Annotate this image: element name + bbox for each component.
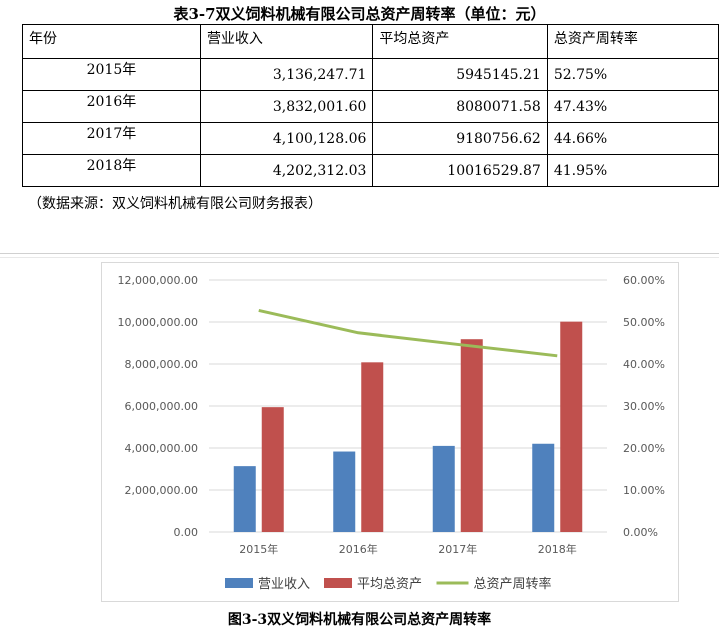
cell-turnover: 47.43% — [546, 90, 719, 123]
bar-avg-assets — [460, 339, 483, 532]
header-turnover: 总资产周转率 — [546, 24, 719, 59]
table-row: 2018年 4,202,312.03 10016529.87 41.95% — [22, 154, 719, 187]
table-title: 表3-7双义饲料机械有限公司总资产周转率（单位：元） — [173, 5, 546, 23]
cell-revenue: 4,100,128.06 — [199, 122, 374, 155]
header-revenue: 营业收入 — [199, 24, 374, 59]
legend-swatch — [225, 578, 253, 588]
legend-label: 平均总资产 — [357, 577, 422, 592]
x-tick-label: 2017年 — [438, 542, 477, 556]
bar-revenue — [432, 445, 455, 532]
y-left-tick-label: 0.00 — [174, 526, 199, 539]
chart-frame — [101, 262, 679, 602]
line-turnover — [258, 308, 558, 358]
y-right-tick-label: 50.00% — [623, 316, 665, 329]
y-left-tick-label: 10,000,000.00 — [118, 316, 198, 329]
table-row: 2015年 3,136,247.71 5945145.21 52.75% — [22, 58, 719, 91]
y-left-tick-label: 12,000,000.00 — [118, 274, 198, 287]
y-right-tick-label: 10.00% — [623, 484, 665, 497]
cell-turnover: 44.66% — [546, 122, 719, 155]
cell-turnover: 41.95% — [546, 154, 719, 187]
y-left-tick-label: 8,000,000.00 — [125, 358, 198, 371]
figure-caption: 图3-3双义饲料机械有限公司总资产周转率 — [227, 612, 492, 628]
x-tick-label: 2015年 — [239, 542, 278, 556]
legend-label: 总资产周转率 — [474, 576, 552, 592]
y-left-tick-label: 6,000,000.00 — [125, 400, 198, 413]
y-right-tick-label: 20.00% — [623, 442, 665, 455]
cell-revenue: 4,202,312.03 — [199, 154, 374, 187]
header-year: 年份 — [22, 24, 201, 59]
y-left-tick-label: 4,000,000.00 — [125, 442, 198, 455]
bar-revenue — [333, 451, 356, 532]
page-divider — [0, 257, 719, 258]
y-right-tick-label: 60.00% — [623, 274, 665, 287]
bar-revenue — [233, 466, 256, 532]
header-avg-assets: 平均总资产 — [372, 24, 548, 59]
turnover-table: 年份 营业收入 平均总资产 总资产周转率 2015年 3,136,247.71 … — [22, 24, 719, 187]
y-right-tick-label: 30.00% — [623, 400, 665, 413]
cell-avg-assets: 8080071.58 — [372, 90, 548, 123]
data-source-note: （数据来源：双义饲料机械有限公司财务报表） — [28, 196, 322, 212]
bar-avg-assets — [560, 321, 583, 532]
cell-avg-assets: 10016529.87 — [372, 154, 548, 187]
x-tick-label: 2018年 — [538, 542, 577, 556]
cell-avg-assets: 5945145.21 — [372, 58, 548, 91]
y-right-tick-label: 0.00% — [623, 526, 658, 539]
y-right-tick-label: 40.00% — [623, 358, 665, 371]
legend-swatch — [324, 578, 352, 588]
cell-revenue: 3,832,001.60 — [199, 90, 374, 123]
y-left-tick-label: 2,000,000.00 — [125, 484, 198, 497]
page-divider — [0, 253, 719, 254]
bar-avg-assets — [361, 362, 384, 532]
cell-year: 2018年 — [22, 154, 201, 187]
cell-turnover: 52.75% — [546, 58, 719, 91]
table-header-row: 年份 营业收入 平均总资产 总资产周转率 — [22, 24, 719, 59]
bar-avg-assets — [261, 407, 284, 532]
x-tick-label: 2016年 — [339, 542, 378, 556]
bar-revenue — [532, 443, 555, 532]
legend-label: 营业收入 — [258, 577, 310, 592]
